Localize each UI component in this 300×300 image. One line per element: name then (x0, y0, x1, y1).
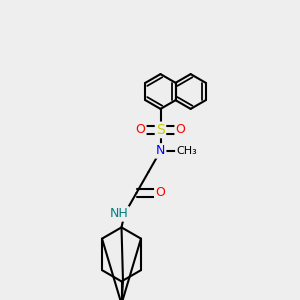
Text: N: N (156, 144, 165, 158)
Text: CH₃: CH₃ (176, 146, 197, 156)
Text: O: O (155, 186, 165, 200)
Text: O: O (136, 123, 145, 136)
Text: NH: NH (110, 207, 128, 220)
Text: O: O (176, 123, 185, 136)
Text: S: S (156, 123, 165, 137)
